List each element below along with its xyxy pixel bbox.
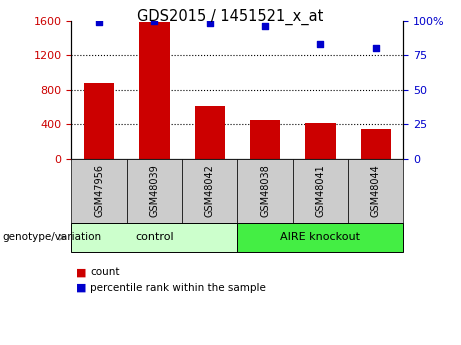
Point bbox=[206, 21, 213, 26]
Text: GSM48039: GSM48039 bbox=[149, 164, 160, 217]
Bar bbox=[139, 21, 170, 159]
Bar bbox=[195, 106, 225, 159]
Bar bbox=[84, 83, 114, 159]
Text: percentile rank within the sample: percentile rank within the sample bbox=[90, 283, 266, 293]
Text: GSM47956: GSM47956 bbox=[94, 164, 104, 217]
Point bbox=[95, 19, 103, 25]
Point bbox=[151, 18, 158, 23]
Bar bbox=[305, 123, 336, 159]
Text: GSM48042: GSM48042 bbox=[205, 164, 215, 217]
Text: control: control bbox=[135, 232, 174, 242]
Bar bbox=[361, 129, 391, 159]
Text: ■: ■ bbox=[76, 267, 87, 277]
Text: GDS2015 / 1451521_x_at: GDS2015 / 1451521_x_at bbox=[137, 9, 324, 25]
Text: AIRE knockout: AIRE knockout bbox=[280, 232, 361, 242]
Point bbox=[372, 46, 379, 51]
Bar bbox=[250, 120, 280, 159]
Text: ■: ■ bbox=[76, 283, 87, 293]
Text: count: count bbox=[90, 267, 119, 277]
Text: GSM48038: GSM48038 bbox=[260, 164, 270, 217]
Text: genotype/variation: genotype/variation bbox=[2, 232, 101, 242]
Point bbox=[317, 41, 324, 47]
Point bbox=[261, 23, 269, 29]
Text: GSM48041: GSM48041 bbox=[315, 164, 325, 217]
Text: GSM48044: GSM48044 bbox=[371, 164, 381, 217]
